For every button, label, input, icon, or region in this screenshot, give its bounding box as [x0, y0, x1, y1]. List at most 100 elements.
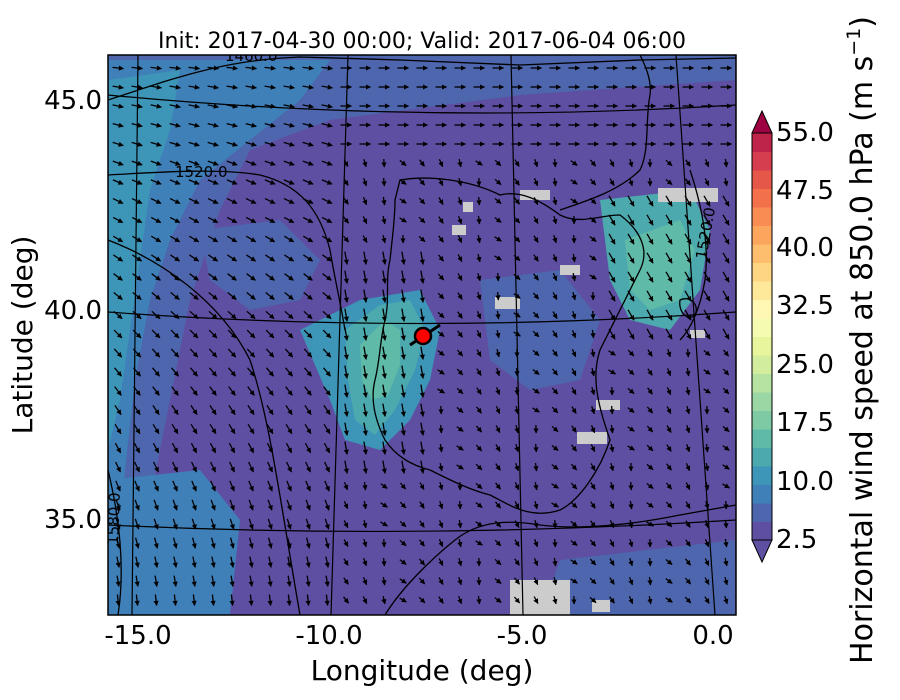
wind-arrow: [150, 235, 162, 243]
wind-arrow: [322, 329, 332, 339]
wind-arrow: [191, 480, 197, 492]
wind-arrow: [646, 214, 654, 226]
wind-arrow: [684, 309, 692, 321]
wind-arrow: [494, 520, 502, 528]
wind-arrow: [552, 215, 558, 225]
wind-arrow: [646, 463, 654, 471]
wind-arrow: [229, 575, 235, 587]
wind-arrow: [628, 576, 634, 586]
wind-arrow: [722, 464, 730, 470]
wind-arrow: [665, 252, 673, 264]
wind-arrow: [342, 216, 350, 224]
wind-arrow: [495, 463, 501, 471]
colorbar-extend-min: [751, 539, 773, 564]
wind-arrow: [684, 558, 692, 566]
missing-patch: [690, 330, 705, 338]
wind-arrow: [131, 141, 143, 147]
wind-arrow: [609, 596, 615, 604]
wind-arrow: [684, 233, 692, 245]
wind-arrow: [684, 271, 692, 283]
wind-arrow: [286, 518, 292, 530]
wind-arrow: [188, 141, 200, 147]
wind-arrow: [267, 575, 273, 587]
wind-arrow: [704, 462, 710, 472]
wind-arrow: [514, 558, 520, 566]
wind-arrow: [343, 481, 349, 491]
wind-arrow: [513, 293, 521, 299]
wind-arrow: [589, 216, 597, 224]
wind-arrow: [362, 481, 368, 491]
wind-arrow: [362, 365, 368, 379]
wind-arrow: [551, 464, 559, 470]
wind-arrow: [188, 84, 200, 90]
wind-arrow: [305, 575, 311, 587]
x-axis-label: Longitude (deg): [311, 654, 534, 687]
wind-arrow: [343, 577, 349, 585]
wind-arrow: [627, 271, 635, 283]
wind-arrow: [362, 596, 368, 605]
wind-arrow: [685, 425, 691, 434]
wind-arrow: [419, 308, 425, 322]
wind-arrow: [665, 214, 673, 226]
wind-arrow: [188, 198, 200, 204]
wind-arrow: [665, 558, 673, 566]
colorbar-tick-label: 2.5: [776, 525, 817, 555]
wind-arrow: [703, 349, 711, 357]
wind-arrow: [131, 160, 143, 166]
wind-arrow: [381, 308, 387, 322]
wind-arrow: [113, 329, 123, 339]
wind-arrow: [228, 367, 236, 377]
wind-arrow: [437, 330, 445, 338]
wind-arrow: [590, 501, 596, 509]
wind-arrow: [245, 160, 257, 166]
missing-patch: [452, 225, 466, 235]
wind-arrow: [438, 539, 444, 548]
wind-arrow: [704, 519, 710, 529]
wind-arrow: [552, 349, 558, 357]
wind-arrow: [134, 461, 140, 473]
wind-arrow: [532, 349, 540, 357]
wind-arrow: [419, 441, 425, 455]
wind-arrow: [362, 422, 368, 436]
wind-arrow: [400, 422, 406, 436]
wind-arrow: [666, 406, 672, 415]
wind-arrow: [115, 575, 121, 587]
wind-arrow: [400, 460, 406, 474]
missing-patch: [658, 188, 718, 202]
wind-arrow: [476, 273, 482, 282]
wind-arrow: [532, 311, 540, 319]
wind-arrow: [646, 195, 654, 207]
wind-arrow: [533, 577, 539, 586]
wind-arrow: [590, 463, 596, 471]
wind-arrow: [627, 328, 635, 340]
wind-arrow: [284, 254, 295, 262]
wind-arrow: [703, 195, 711, 207]
wind-arrow: [208, 348, 218, 358]
wind-arrow: [208, 310, 218, 320]
wind-arrow: [169, 235, 181, 243]
wind-arrow: [362, 197, 368, 206]
wind-arrow: [457, 311, 463, 319]
colorbar-segment: [752, 447, 772, 467]
wind-band-b: [108, 60, 330, 580]
wind-arrow: [590, 482, 596, 490]
wind-arrow: [191, 518, 197, 530]
wind-arrow: [666, 387, 672, 396]
missing-patch: [560, 265, 580, 275]
wind-arrow: [684, 577, 692, 585]
wind-arrow: [172, 556, 178, 568]
wind-arrow: [552, 235, 558, 244]
wind-arrow: [362, 327, 368, 341]
colorbar-label-exponent: −1: [843, 28, 865, 56]
figure-title: Init: 2017-04-30 00:00; Valid: 2017-06-0…: [158, 29, 686, 54]
meridian-line: [330, 55, 349, 615]
wind-arrow: [513, 596, 521, 604]
wind-arrow: [590, 405, 596, 415]
wind-arrow: [437, 273, 445, 281]
wind-arrow: [245, 122, 257, 128]
wind-arrow: [210, 594, 216, 607]
wind-arrow: [153, 480, 159, 492]
wind-arrow: [305, 518, 311, 530]
wind-arrow: [475, 425, 483, 433]
